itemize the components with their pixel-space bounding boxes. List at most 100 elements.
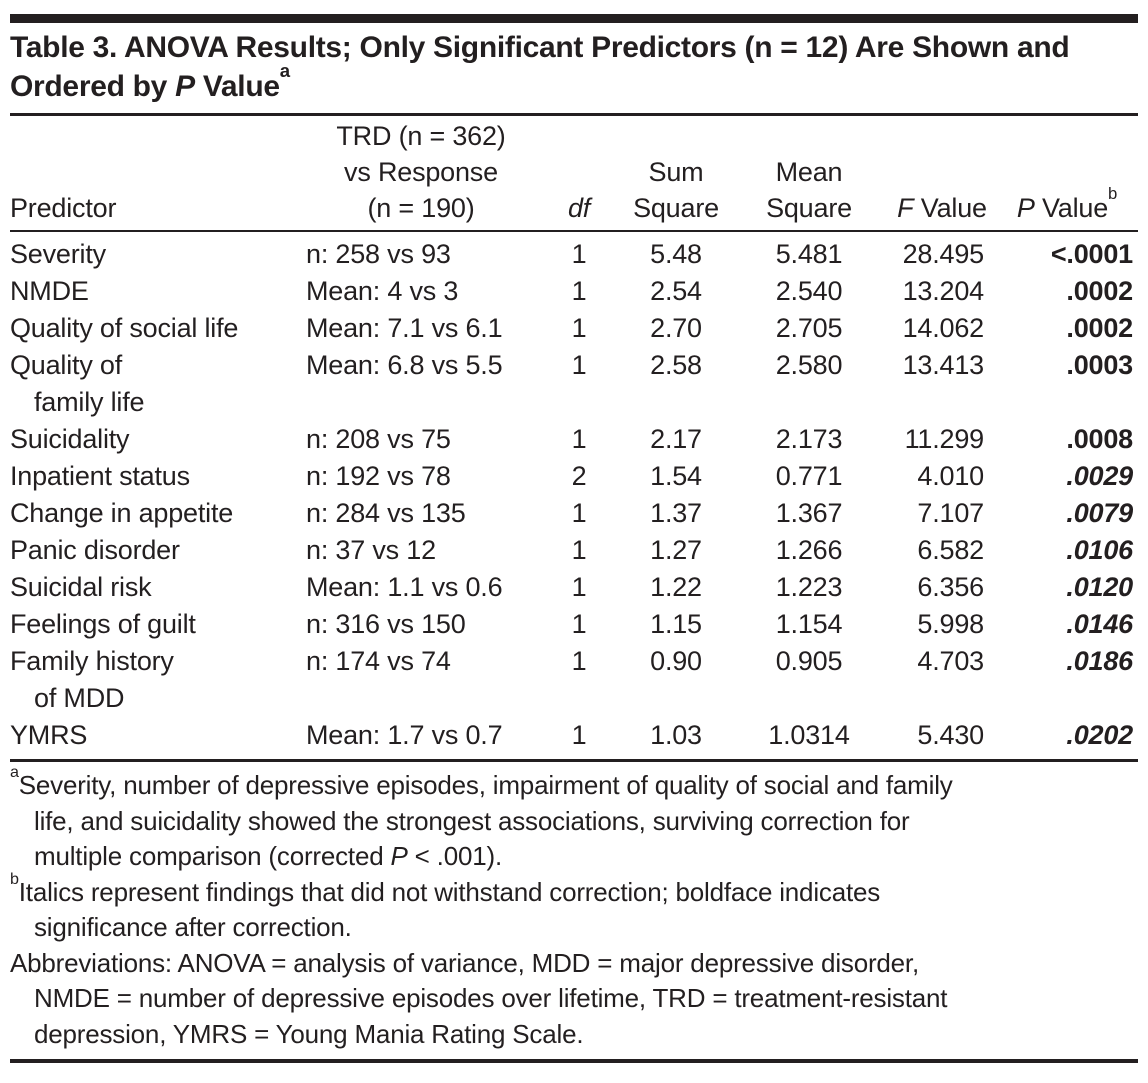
predictor-line: Inpatient status: [10, 461, 190, 491]
column-header-mean-square: Mean Square: [730, 116, 888, 232]
text-part: life, and suicidality showed the stronge…: [34, 805, 910, 836]
cell-p-value: .0146: [1066, 609, 1133, 639]
text-part: significance after correction.: [34, 912, 352, 942]
cell-p-value: .0120: [1066, 572, 1133, 602]
cell-predictor: Family history of MDD: [10, 643, 306, 717]
predictor-line: family life: [34, 387, 145, 417]
bottom-rule: [10, 1059, 1138, 1063]
superscript-part: b: [1108, 184, 1118, 204]
cell-f-value: 13.413: [902, 350, 985, 380]
text-part: Mean: [775, 157, 843, 187]
cell-mean-square: 0.905: [775, 646, 843, 676]
cell-p-value: <.0001: [1050, 239, 1133, 269]
cell-p-value: .0202: [1066, 720, 1133, 750]
cell-predictor: Suicidality: [10, 421, 306, 458]
table-title: Table 3. ANOVA Results; Only Significant…: [10, 23, 1138, 113]
superscript-part: a: [279, 59, 290, 81]
text-part: TRD (n = 362): [336, 121, 506, 151]
text-part: Abbreviations: ANOVA = analysis of varia…: [10, 947, 919, 978]
column-header-sum-square: Sum Square: [622, 116, 730, 232]
footnote-line: aSeverity, number of depressive episodes…: [10, 764, 1138, 804]
cell-f-value: 6.356: [917, 572, 984, 602]
cell-sum-square: 1.22: [650, 572, 702, 602]
column-header-predictor: Predictor: [10, 116, 306, 232]
italic-part: P: [1016, 193, 1035, 223]
cell-sum-square: 5.48: [650, 239, 702, 269]
cell-mean-square: 2.580: [775, 350, 843, 380]
cell-df: 1: [571, 572, 587, 602]
cell-mean-square: 1.154: [775, 609, 843, 639]
cell-sum-square: 0.90: [650, 646, 702, 676]
text-part: NMDE = number of depressive episodes ove…: [34, 983, 948, 1013]
footnote-line: depression, YMRS = Young Mania Rating Sc…: [10, 1017, 1138, 1053]
cell-predictor: NMDE: [10, 273, 306, 310]
predictor-line: Panic disorder: [10, 535, 180, 565]
italic-part: P: [175, 70, 195, 103]
header-line: TRD (n = 362): [306, 118, 536, 154]
anova-results-table: Predictor TRD (n = 362) vs Response (n = 19…: [10, 116, 1138, 762]
cell-comparison: n: 208 vs 75: [306, 424, 451, 454]
cell-mean-square: 0.771: [775, 461, 843, 491]
text-part: Predictor: [10, 193, 117, 223]
header-row: Predictor TRD (n = 362) vs Response (n = 19…: [10, 116, 1138, 232]
table-row: Change in appetite n: 284 vs 135 1 1.37 1.36…: [10, 495, 1138, 532]
footnote-a: aSeverity, number of depressive episodes…: [10, 764, 1138, 875]
table-header: Predictor TRD (n = 362) vs Response (n = 19…: [10, 116, 1138, 232]
cell-comparison: Mean: 1.1 vs 0.6: [306, 572, 503, 602]
cell-f-value: 6.582: [917, 535, 984, 565]
cell-df: 1: [571, 535, 587, 565]
footnote-abbreviations: Abbreviations: ANOVA = analysis of varia…: [10, 946, 1138, 1053]
cell-comparison: n: 284 vs 135: [306, 498, 466, 528]
text-part: depression, YMRS = Young Mania Rating Sc…: [34, 1018, 584, 1049]
cell-df: 1: [571, 609, 587, 639]
cell-f-value: 11.299: [904, 424, 985, 454]
cell-predictor: Inpatient status: [10, 458, 306, 495]
cell-comparison: Mean: 6.8 vs 5.5: [306, 350, 503, 380]
cell-df: 1: [571, 424, 587, 454]
footnotes: aSeverity, number of depressive episodes…: [10, 762, 1138, 1059]
cell-p-value: .0186: [1066, 646, 1133, 676]
cell-sum-square: 1.37: [650, 498, 702, 528]
table-row: Suicidal risk Mean: 1.1 vs 0.6 1 1.22 1.223 6…: [10, 569, 1138, 606]
cell-predictor: Panic disorder: [10, 532, 306, 569]
header-line: P Valueb: [996, 186, 1138, 226]
cell-df: 1: [571, 276, 587, 306]
cell-mean-square: 5.481: [775, 239, 843, 269]
table-row: YMRS Mean: 1.7 vs 0.7 1 1.03 1.0314 5.430 .020…: [10, 717, 1138, 761]
text-part: multiple comparison (corrected: [34, 841, 391, 871]
footnote-line: life, and suicidality showed the stronge…: [10, 804, 1138, 840]
cell-comparison: Mean: 7.1 vs 6.1: [306, 313, 503, 343]
cell-df: 1: [571, 313, 587, 343]
cell-df: 1: [571, 646, 587, 676]
text-part: Square: [633, 193, 719, 223]
table-row: Inpatient status n: 192 vs 78 2 1.54 0.771 4.…: [10, 458, 1138, 495]
text-part: vs Response: [344, 157, 498, 187]
predictor-line: Quality of: [10, 350, 123, 380]
cell-f-value: 4.703: [917, 646, 984, 676]
text-part: Square: [766, 193, 852, 223]
predictor-line: YMRS: [10, 720, 88, 750]
predictor-line: of MDD: [34, 683, 125, 713]
title-rule: [10, 113, 1138, 116]
cell-df: 1: [571, 720, 587, 750]
predictor-line: NMDE: [10, 276, 89, 306]
cell-f-value: 14.062: [902, 313, 985, 343]
text-part: Value: [194, 70, 280, 103]
cell-p-value: .0106: [1066, 535, 1133, 565]
top-rule: [10, 14, 1138, 23]
cell-f-value: 7.107: [917, 498, 984, 528]
cell-sum-square: 1.54: [650, 461, 702, 491]
cell-p-value: .0079: [1066, 498, 1133, 528]
text-part: < .001).: [407, 841, 503, 871]
predictor-line: Suicidal risk: [10, 572, 152, 602]
footnote-line: significance after correction.: [10, 910, 1138, 946]
header-line: (n = 190): [306, 190, 536, 226]
table-row: NMDE Mean: 4 vs 3 1 2.54 2.540 13.204 .0002: [10, 273, 1138, 310]
predictor-line: Severity: [10, 239, 106, 269]
cell-p-value: .0002: [1066, 276, 1133, 306]
cell-f-value: 5.998: [917, 609, 984, 639]
cell-sum-square: 1.15: [650, 609, 702, 639]
cell-f-value: 13.204: [902, 276, 985, 306]
column-header-f-value: F Value: [888, 116, 996, 232]
